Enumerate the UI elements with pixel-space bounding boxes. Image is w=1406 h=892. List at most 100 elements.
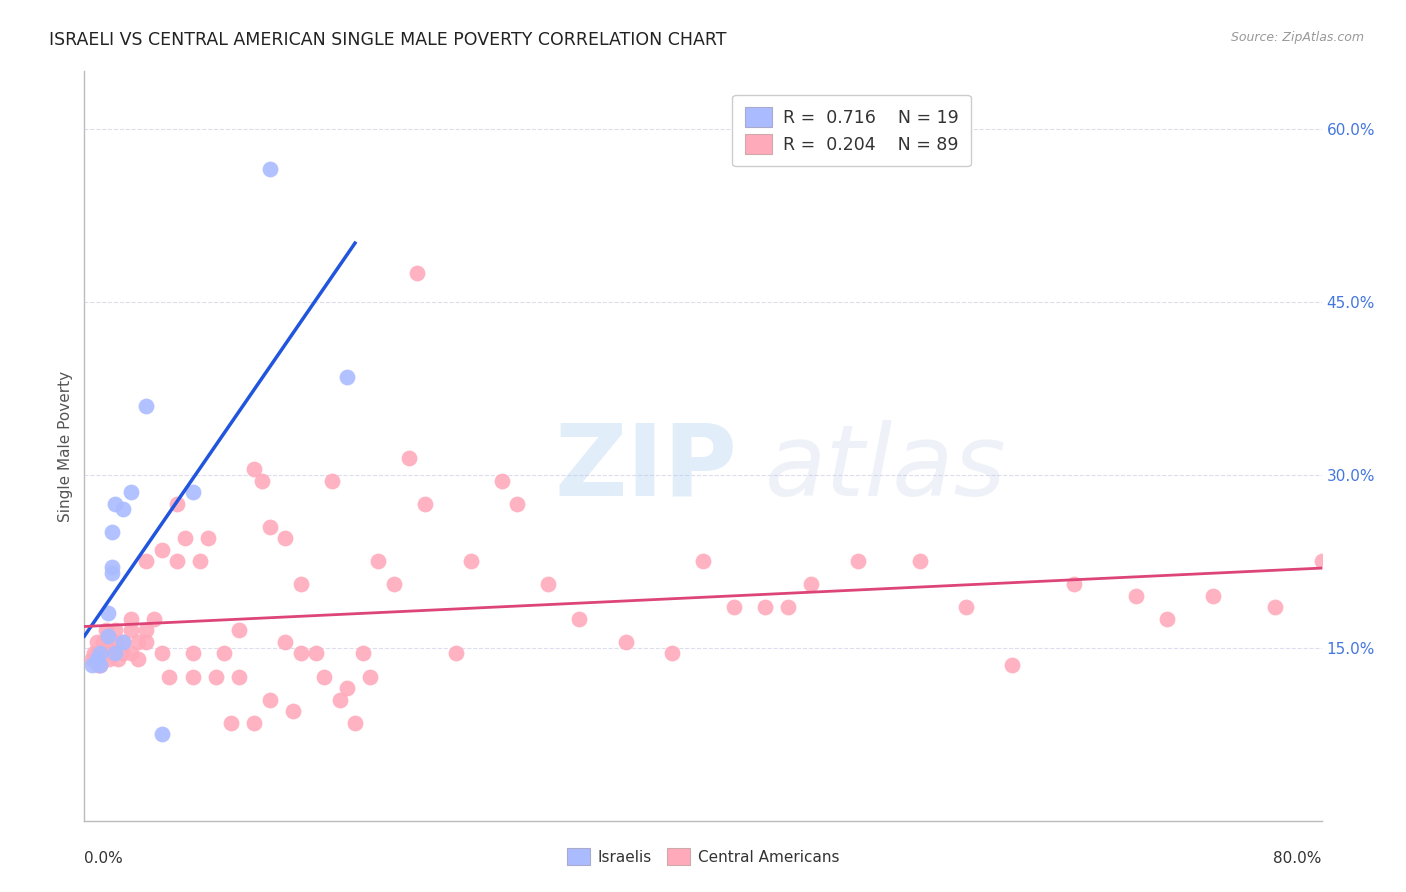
Point bbox=[219, 715, 242, 730]
Point bbox=[104, 497, 127, 511]
Point bbox=[98, 652, 121, 666]
Text: ZIP: ZIP bbox=[554, 420, 737, 517]
Point bbox=[1001, 658, 1024, 673]
Point bbox=[84, 652, 107, 666]
Text: ISRAELI VS CENTRAL AMERICAN SINGLE MALE POVERTY CORRELATION CHART: ISRAELI VS CENTRAL AMERICAN SINGLE MALE … bbox=[49, 31, 727, 49]
Point bbox=[723, 600, 745, 615]
Point bbox=[491, 474, 513, 488]
Point bbox=[89, 647, 111, 661]
Point bbox=[127, 635, 149, 649]
Point bbox=[104, 635, 127, 649]
Point bbox=[250, 474, 273, 488]
Point bbox=[537, 577, 560, 591]
Point bbox=[143, 612, 166, 626]
Point bbox=[86, 647, 108, 661]
Point bbox=[243, 462, 266, 476]
Point bbox=[94, 624, 117, 638]
Point bbox=[846, 554, 869, 568]
Point bbox=[398, 450, 420, 465]
Point bbox=[405, 266, 427, 280]
Point bbox=[776, 600, 799, 615]
Point bbox=[120, 624, 142, 638]
Point bbox=[259, 519, 281, 533]
Point bbox=[614, 635, 637, 649]
Point bbox=[104, 647, 127, 661]
Point bbox=[460, 554, 482, 568]
Point bbox=[96, 629, 118, 643]
Point bbox=[107, 652, 129, 666]
Point bbox=[1202, 589, 1225, 603]
Point bbox=[506, 497, 529, 511]
Y-axis label: Single Male Poverty: Single Male Poverty bbox=[58, 370, 73, 522]
Point bbox=[135, 624, 157, 638]
Point bbox=[120, 647, 142, 661]
Point bbox=[150, 727, 173, 741]
Point bbox=[112, 635, 135, 649]
Point bbox=[1156, 612, 1178, 626]
Point bbox=[205, 669, 228, 683]
Point bbox=[197, 531, 219, 545]
Point bbox=[321, 474, 343, 488]
Point bbox=[274, 531, 297, 545]
Legend: Israelis, Central Americans: Israelis, Central Americans bbox=[560, 840, 846, 873]
Point bbox=[343, 715, 366, 730]
Point bbox=[174, 531, 197, 545]
Point bbox=[101, 566, 124, 580]
Point bbox=[120, 612, 142, 626]
Point bbox=[101, 560, 124, 574]
Point bbox=[96, 606, 118, 620]
Point bbox=[352, 647, 374, 661]
Point bbox=[181, 485, 204, 500]
Text: Source: ZipAtlas.com: Source: ZipAtlas.com bbox=[1230, 31, 1364, 45]
Point bbox=[166, 497, 188, 511]
Point bbox=[1125, 589, 1147, 603]
Point bbox=[89, 658, 111, 673]
Point bbox=[274, 635, 297, 649]
Point bbox=[135, 399, 157, 413]
Point bbox=[692, 554, 714, 568]
Point bbox=[150, 542, 173, 557]
Point bbox=[82, 658, 104, 673]
Point bbox=[228, 624, 250, 638]
Point bbox=[181, 669, 204, 683]
Point bbox=[135, 554, 157, 568]
Point bbox=[104, 624, 127, 638]
Point bbox=[112, 647, 135, 661]
Point bbox=[112, 502, 135, 516]
Point bbox=[360, 669, 382, 683]
Point bbox=[159, 669, 180, 683]
Point bbox=[413, 497, 436, 511]
Point bbox=[336, 369, 359, 384]
Point bbox=[135, 635, 157, 649]
Point bbox=[101, 647, 124, 661]
Point bbox=[150, 647, 173, 661]
Point bbox=[568, 612, 591, 626]
Point bbox=[96, 629, 118, 643]
Point bbox=[754, 600, 776, 615]
Text: 80.0%: 80.0% bbox=[1274, 851, 1322, 866]
Point bbox=[87, 658, 110, 673]
Point bbox=[86, 652, 108, 666]
Point bbox=[312, 669, 335, 683]
Point bbox=[89, 658, 111, 673]
Point bbox=[181, 647, 204, 661]
Point bbox=[212, 647, 235, 661]
Point bbox=[112, 635, 135, 649]
Point bbox=[82, 652, 104, 666]
Text: atlas: atlas bbox=[765, 420, 1007, 517]
Point bbox=[367, 554, 389, 568]
Point bbox=[800, 577, 823, 591]
Point bbox=[955, 600, 977, 615]
Point bbox=[101, 525, 124, 540]
Point bbox=[83, 647, 105, 661]
Point bbox=[290, 647, 312, 661]
Point bbox=[290, 577, 312, 591]
Point bbox=[1264, 600, 1286, 615]
Point bbox=[661, 647, 683, 661]
Point bbox=[328, 692, 352, 706]
Point bbox=[228, 669, 250, 683]
Point bbox=[259, 692, 281, 706]
Point bbox=[243, 715, 266, 730]
Point bbox=[188, 554, 211, 568]
Point bbox=[1063, 577, 1085, 591]
